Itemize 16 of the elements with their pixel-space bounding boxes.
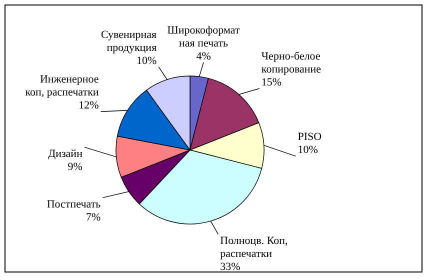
slice-label: Инженерное коп, распечатки [25, 74, 99, 99]
data-label: 4% [196, 50, 211, 62]
data-label: 10% [136, 54, 157, 67]
data-label: 15% [261, 76, 282, 88]
slice-label: PISO [298, 131, 322, 144]
data-label: 7% [86, 212, 101, 224]
slice-label: Полноцв. Коп, распечатки [220, 235, 288, 260]
data-label: 12% [78, 100, 99, 112]
data-label: 33% [220, 261, 240, 274]
data-label: 10% [298, 144, 318, 156]
slice-label: Сувенирная продукция [100, 28, 157, 54]
data-label: 9% [68, 161, 82, 174]
slice-label: Черно-белое копирование [261, 50, 322, 76]
slice-label: Широкоформат ная печать [167, 24, 240, 50]
slice-label: Дизайн [48, 148, 83, 160]
slice-label: Постпечать [46, 198, 101, 211]
